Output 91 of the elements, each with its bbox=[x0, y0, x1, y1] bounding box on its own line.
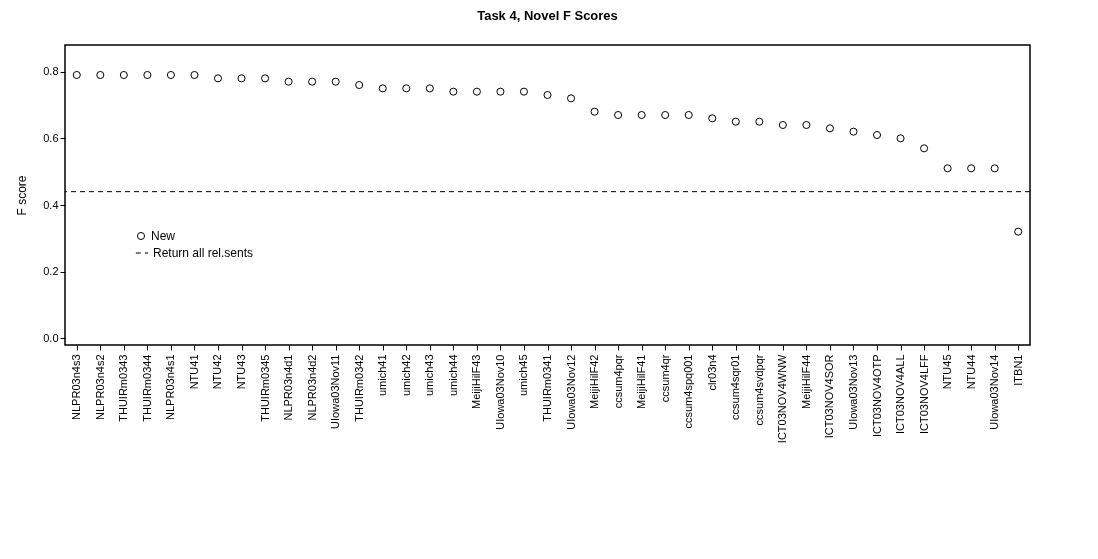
x-tick-label: ICT03NOV4SOR bbox=[823, 354, 836, 439]
point bbox=[684, 110, 693, 120]
x-tick-label: umich44 bbox=[446, 354, 459, 397]
point bbox=[802, 120, 811, 130]
x-tick-label: NTU41 bbox=[187, 354, 200, 390]
x-tick-label: umich43 bbox=[423, 354, 436, 397]
point bbox=[943, 164, 952, 173]
x-tick-label: ccsum4sqr01 bbox=[729, 354, 742, 420]
x-tick-label: NLPR03n4s2 bbox=[93, 354, 106, 420]
point bbox=[119, 70, 128, 80]
point bbox=[708, 114, 717, 123]
y-tick-label: 0.6 bbox=[43, 131, 59, 144]
x-tick-label: UIowa03Nov11 bbox=[329, 354, 342, 429]
point bbox=[190, 70, 199, 80]
x-tick-label: THUIRm0344 bbox=[140, 354, 153, 422]
point bbox=[355, 80, 364, 90]
point bbox=[755, 117, 764, 126]
point bbox=[143, 70, 152, 80]
point bbox=[896, 134, 905, 143]
y-axis-title: F score bbox=[15, 175, 30, 216]
point bbox=[543, 90, 552, 100]
x-tick-label: NTU44 bbox=[964, 354, 977, 390]
legend-label: Return all rel.sents bbox=[153, 246, 254, 260]
point bbox=[967, 164, 976, 173]
y-tick-label: 0.4 bbox=[43, 198, 59, 211]
x-tick-label: MeijiHilF43 bbox=[470, 354, 483, 409]
x-tick-label: umich45 bbox=[517, 354, 530, 397]
point bbox=[96, 70, 105, 80]
point bbox=[825, 124, 834, 133]
point bbox=[920, 144, 929, 153]
x-tick-label: THUIRm0343 bbox=[117, 354, 130, 422]
x-tick-label: THUIRm0345 bbox=[258, 354, 271, 422]
x-tick-label: clr03n4 bbox=[705, 354, 718, 391]
x-tick-label: NLPR03n4s1 bbox=[164, 354, 177, 420]
point bbox=[496, 87, 505, 96]
point bbox=[166, 70, 175, 80]
x-tick-label: ccsum4spq001 bbox=[682, 354, 695, 429]
x-tick-label: NTU43 bbox=[235, 354, 248, 390]
point bbox=[637, 110, 646, 120]
point bbox=[849, 127, 858, 136]
point bbox=[378, 84, 387, 93]
point bbox=[425, 84, 434, 93]
x-tick-label: NLPR03n4s3 bbox=[70, 354, 83, 420]
x-tick-label: umich42 bbox=[399, 354, 412, 397]
x-tick-label: ICT03NOV4LFF bbox=[917, 354, 930, 434]
point bbox=[990, 164, 999, 173]
point bbox=[472, 87, 481, 96]
point bbox=[284, 77, 293, 86]
point bbox=[449, 87, 458, 96]
point bbox=[72, 70, 81, 80]
y-tick-label: 0.2 bbox=[43, 265, 59, 278]
x-tick-label: THUIRm0342 bbox=[352, 354, 365, 422]
x-tick-label: ITBN1 bbox=[1011, 354, 1024, 386]
point bbox=[402, 84, 411, 93]
x-tick-label: MeijiHilF42 bbox=[588, 354, 601, 409]
point bbox=[778, 120, 787, 130]
x-tick-label: UIowa03Nov13 bbox=[846, 354, 859, 430]
x-tick-label: MeijiHilF41 bbox=[635, 354, 648, 409]
x-tick-label: NTU45 bbox=[941, 354, 954, 390]
point bbox=[661, 110, 670, 120]
point bbox=[261, 74, 270, 83]
chart-title: Task 4, Novel F Scores bbox=[477, 8, 618, 23]
x-tick-label: THUIRm0341 bbox=[541, 354, 553, 422]
y-tick-label: 0.0 bbox=[43, 331, 59, 344]
x-tick-label: NLPR03n4d1 bbox=[282, 354, 295, 421]
point bbox=[567, 94, 576, 103]
x-tick-label: UIowa03Nov14 bbox=[988, 354, 1001, 430]
x-tick-label: umich41 bbox=[376, 354, 389, 397]
legend-label: New bbox=[151, 229, 176, 243]
point bbox=[614, 110, 623, 120]
x-tick-label: ICT03NOV4WNW bbox=[776, 353, 789, 444]
point bbox=[1014, 227, 1023, 236]
x-tick-label: ccsum4pqr bbox=[611, 354, 624, 409]
x-tick-label: NTU42 bbox=[211, 354, 224, 390]
point bbox=[731, 117, 740, 126]
x-tick-label: ccsum4svdpqr bbox=[752, 354, 765, 426]
point bbox=[308, 77, 317, 86]
x-tick-label: MeijiHilF44 bbox=[799, 354, 812, 409]
x-tick-label: ccsum4qr bbox=[658, 354, 671, 403]
x-tick-label: UIowa03Nov10 bbox=[493, 354, 506, 430]
x-tick-label: ICT03NOV4ALL bbox=[894, 354, 907, 434]
point bbox=[519, 87, 528, 96]
x-tick-label: UIowa03Nov12 bbox=[564, 354, 577, 430]
point bbox=[213, 74, 223, 83]
point bbox=[331, 77, 340, 86]
x-tick-label: ICT03NOV4OTP bbox=[870, 354, 883, 438]
point bbox=[237, 74, 246, 83]
point bbox=[872, 130, 882, 140]
point bbox=[590, 107, 599, 116]
x-tick-label: NLPR03n4d2 bbox=[305, 354, 318, 421]
y-tick-label: 0.8 bbox=[43, 65, 59, 78]
